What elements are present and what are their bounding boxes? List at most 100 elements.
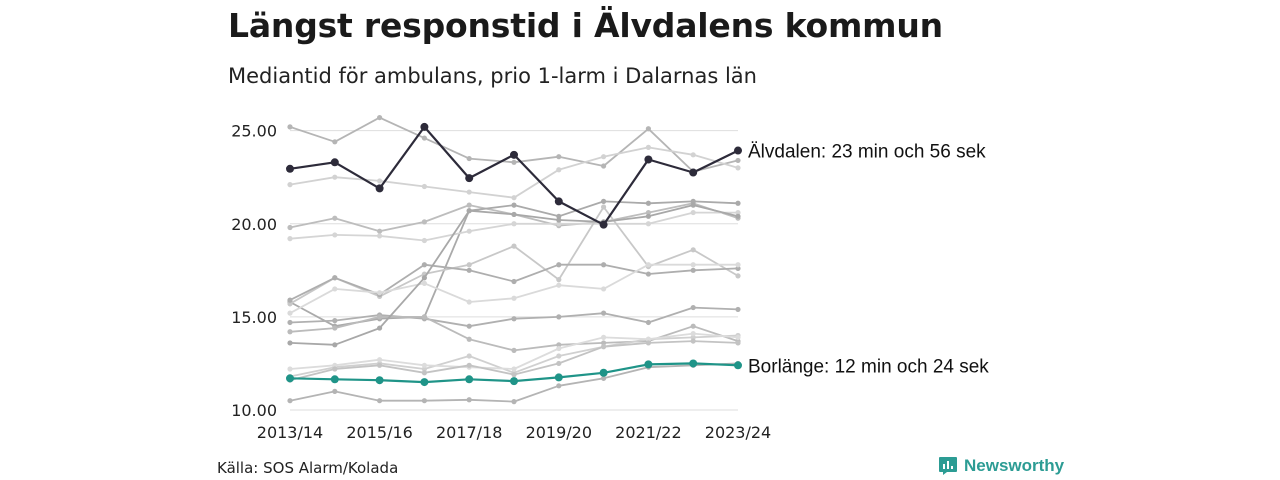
series-label-borl-nge: Borlänge: 12 min och 24 sek [748, 356, 989, 377]
background-series-14-point [466, 362, 472, 368]
background-series-1 [287, 114, 741, 175]
series--lvdalen-point [420, 122, 429, 131]
background-series-6-point [511, 243, 517, 249]
background-series-8-point [421, 280, 427, 286]
background-series-1-point [645, 126, 652, 132]
background-series-13-point [377, 357, 383, 363]
background-series-9-point [511, 316, 517, 322]
background-series-7-point [332, 275, 338, 281]
series--lvdalen-point [644, 155, 653, 164]
background-series-1-point [377, 114, 383, 121]
background-series-4-point [645, 200, 652, 206]
chart-subtitle: Mediantid för ambulans, prio 1-larm i Da… [228, 64, 757, 88]
brand-name: Newsworthy [964, 456, 1065, 475]
background-series-11-point [511, 211, 517, 218]
background-series-15-point [466, 397, 472, 403]
background-series-5-point [466, 228, 472, 234]
background-series-14-point [332, 366, 338, 372]
series-borl-nge-point [734, 361, 742, 370]
series--lvdalen-point [554, 197, 563, 206]
background-series-5-point [332, 232, 338, 238]
background-series-7-point [601, 262, 607, 268]
background-series-9-point [556, 314, 562, 320]
background-series-4-point [556, 213, 562, 219]
background-series-3-point [287, 224, 293, 231]
background-series-14-point [735, 340, 741, 346]
source-note: Källa: SOS Alarm/Kolada [217, 459, 399, 477]
series--lvdalen-point [286, 164, 294, 173]
background-series-2-point [690, 152, 696, 158]
background-series-14-point [511, 372, 517, 378]
background-series-2-point [735, 165, 741, 171]
background-series-13-point [735, 334, 741, 340]
background-series-7-point [421, 262, 427, 268]
background-series-10-point [511, 347, 517, 353]
background-series-6-point [601, 204, 607, 210]
background-series-4-point [735, 200, 741, 206]
x-tick-label: 2019/20 [526, 423, 592, 442]
background-series-15-point [377, 398, 383, 404]
background-series-9-point [735, 306, 741, 313]
background-series-11-point [421, 275, 427, 281]
background-series-10-point [690, 323, 696, 329]
background-series-12-point [690, 334, 696, 340]
background-series-1-point [332, 139, 338, 145]
x-tick-label: 2015/16 [346, 423, 412, 442]
background-series-6-point [690, 247, 696, 253]
background-series-7-point [511, 278, 517, 285]
background-series-14 [287, 338, 741, 383]
background-series-8-point [377, 290, 383, 296]
background-series-13-point [421, 362, 427, 368]
series-label--lvdalen: Älvdalen: 23 min och 56 sek [748, 142, 986, 163]
background-series-13-point [645, 336, 652, 342]
background-series-9-point [466, 323, 472, 329]
background-series-11-point [690, 202, 696, 208]
newsworthy-logo: Newsworthy [938, 456, 1064, 476]
background-series-2-point [466, 189, 472, 195]
background-series-10-point [332, 325, 338, 331]
background-series-2-point [332, 174, 338, 180]
background-series-4-line [289, 200, 739, 328]
background-series-15-point [601, 375, 607, 381]
background-series-15-point [511, 399, 517, 405]
background-series-10-point [377, 314, 383, 320]
background-series-12-point [466, 353, 472, 359]
series-borl-nge-point [554, 373, 563, 382]
x-tick-label: 2021/22 [615, 423, 681, 442]
x-tick-label: 2017/18 [436, 423, 502, 442]
series--lvdalen [286, 122, 742, 229]
background-series-10-point [466, 336, 472, 342]
y-axis-tick-labels: 10.00 15.00 20.00 25.00 [231, 122, 277, 420]
background-series-13-point [690, 331, 696, 337]
background-series-3-point [645, 209, 652, 216]
series-borl-nge-point [689, 359, 698, 368]
background-series-2-point [377, 178, 383, 184]
background-series-4-point [511, 202, 517, 208]
background-series-11-point [645, 213, 652, 219]
series-borl-nge [286, 359, 742, 387]
x-tick-label: 2023/24 [705, 423, 771, 442]
background-series-1-point [735, 157, 741, 164]
background-series-10-point [421, 314, 427, 320]
background-series-1-point [511, 159, 517, 165]
background-series-15-point [421, 398, 427, 404]
background-series-12-point [421, 366, 427, 372]
background-series-2-point [511, 195, 517, 201]
background-series-15-point [556, 383, 562, 389]
background-series-7-point [556, 262, 562, 268]
series-borl-nge-point [465, 375, 474, 384]
series--lvdalen-point [465, 174, 474, 183]
series--lvdalen-point [689, 168, 698, 177]
background-series-3-point [421, 219, 427, 225]
background-series-13-point [511, 366, 517, 372]
background-series-15-point [287, 398, 293, 404]
background-series-9-point [601, 310, 607, 316]
background-series-11-point [332, 342, 338, 348]
background-series-14-point [421, 370, 427, 376]
series--lvdalen-point [375, 184, 384, 193]
series-borl-nge-point [510, 377, 518, 386]
background-series-9-point [690, 304, 696, 311]
background-series-13-point [287, 366, 293, 372]
background-series-8-point [332, 286, 338, 292]
background-series-5-point [690, 209, 696, 216]
